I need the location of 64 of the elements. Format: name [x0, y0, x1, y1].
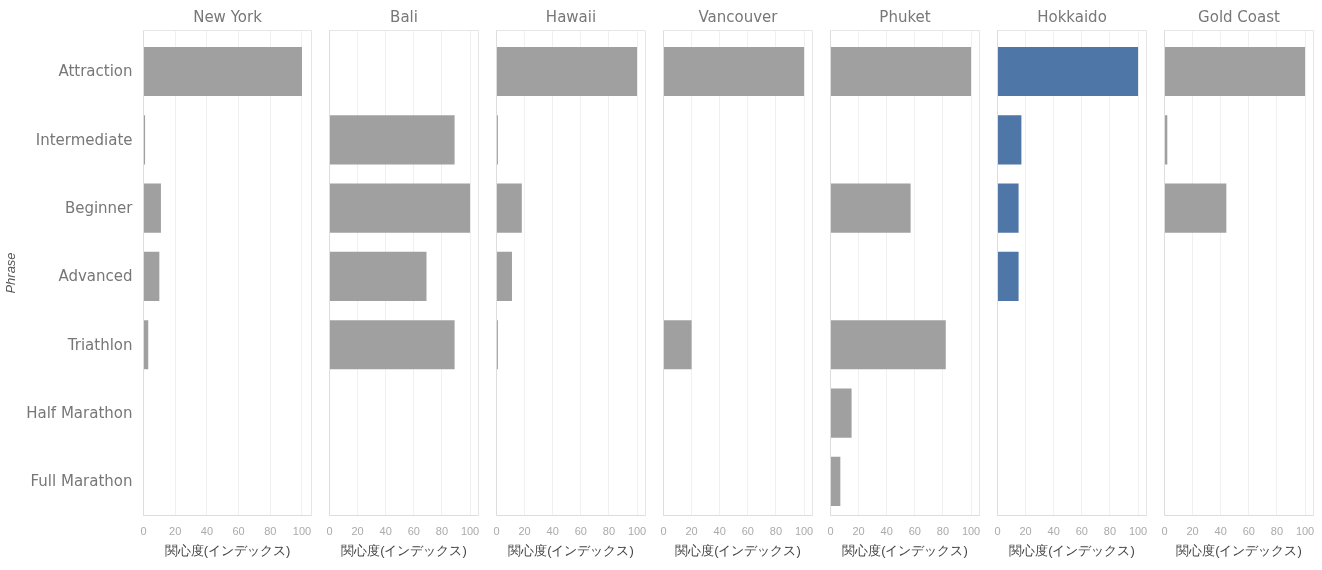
- x-tick-label: 80: [435, 524, 449, 537]
- x-tick-label: 100: [961, 524, 981, 537]
- x-tick-label: 40: [200, 524, 214, 537]
- x-tick-label: 60: [232, 524, 245, 537]
- y-tick-label: Beginner: [64, 199, 134, 218]
- x-tick-label: 20: [169, 524, 182, 537]
- x-tick-label: 60: [407, 524, 420, 537]
- x-axis-title: 関心度(インデックス): [1176, 542, 1302, 558]
- x-tick-label: 80: [936, 524, 950, 537]
- chart-title: Gold Coast: [1198, 7, 1281, 26]
- x-tick-label: 40: [546, 524, 559, 537]
- x-tick-label: 100: [1295, 524, 1315, 537]
- y-tick-label: Half Marathon: [26, 404, 133, 423]
- x-tick-label: 80: [1270, 524, 1284, 537]
- x-tick-label: 40: [880, 524, 893, 537]
- x-tick-label: 40: [713, 524, 726, 537]
- y-tick-label: Attraction: [58, 62, 133, 81]
- x-axis-title: 関心度(インデックス): [842, 542, 968, 558]
- x-tick-label: 100: [460, 524, 480, 537]
- x-tick-label: 60: [741, 524, 754, 537]
- x-axis-title: 関心度(インデックス): [164, 542, 291, 558]
- x-tick-label: 60: [1242, 524, 1255, 537]
- x-tick-label: 80: [264, 524, 277, 537]
- x-tick-label: 20: [685, 524, 698, 537]
- x-tick-label: 100: [1128, 524, 1148, 537]
- x-tick-label: 80: [769, 524, 783, 537]
- x-axis-title: 関心度(インデックス): [1009, 542, 1135, 558]
- x-tick-label: 80: [1103, 524, 1117, 537]
- x-tick-label: 0: [994, 524, 1001, 537]
- x-tick-label: 0: [493, 524, 500, 537]
- x-axis-title: 関心度(インデックス): [341, 542, 467, 558]
- x-tick-label: 0: [140, 524, 147, 537]
- x-tick-label: 60: [574, 524, 587, 537]
- chart-title: New York: [193, 7, 263, 26]
- x-tick-label: 40: [1214, 524, 1227, 537]
- x-axis-title: 関心度(インデックス): [675, 542, 801, 558]
- x-tick-label: 0: [326, 524, 333, 537]
- x-tick-label: 100: [627, 524, 647, 537]
- chart-title: Hokkaido: [1037, 7, 1107, 26]
- chart-title: Hawaii: [545, 7, 597, 26]
- x-tick-label: 0: [660, 524, 667, 537]
- x-axis-title: 関心度(インデックス): [508, 542, 634, 558]
- chart-title: Phuket: [879, 7, 931, 26]
- x-tick-label: 100: [794, 524, 814, 537]
- chart-title: Vancouver: [698, 7, 779, 26]
- x-tick-label: 80: [602, 524, 616, 537]
- x-tick-label: 20: [1019, 524, 1032, 537]
- x-tick-label: 0: [827, 524, 834, 537]
- y-tick-label: Intermediate: [35, 130, 133, 149]
- x-tick-label: 40: [1047, 524, 1060, 537]
- x-tick-label: 20: [351, 524, 364, 537]
- y-tick-label: Triathlon: [66, 335, 133, 354]
- x-tick-label: 60: [1075, 524, 1088, 537]
- x-tick-label: 20: [852, 524, 865, 537]
- x-tick-label: 60: [908, 524, 921, 537]
- x-tick-label: 40: [379, 524, 392, 537]
- x-tick-label: 20: [518, 524, 531, 537]
- y-axis-title: Phrase: [3, 252, 19, 294]
- x-tick-label: 20: [1186, 524, 1199, 537]
- chart-title: Bali: [390, 7, 418, 26]
- y-tick-label: Full Marathon: [30, 472, 133, 491]
- x-tick-label: 100: [292, 524, 312, 537]
- x-tick-label: 0: [1161, 524, 1168, 537]
- y-tick-label: Advanced: [58, 267, 133, 286]
